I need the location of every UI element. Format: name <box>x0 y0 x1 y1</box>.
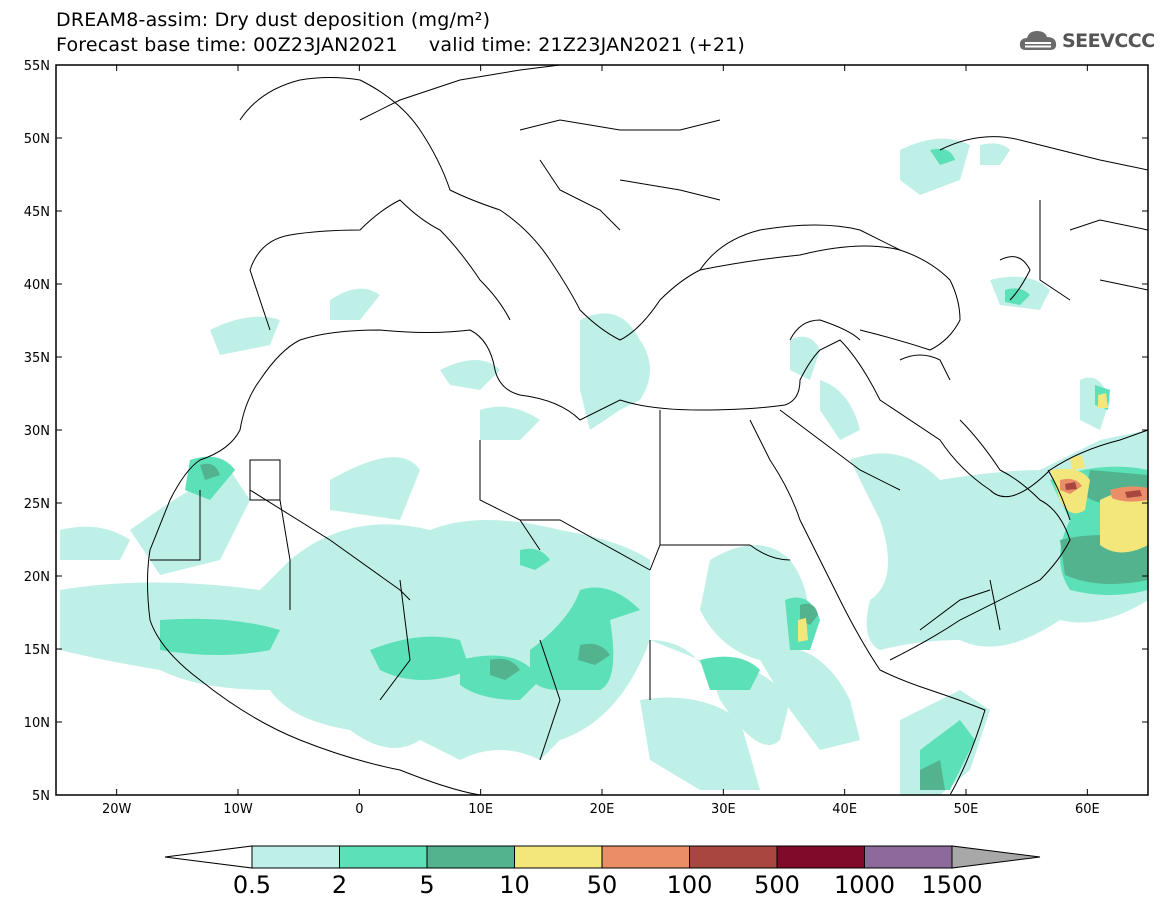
colorbar-label: 2 <box>332 871 347 899</box>
lat-label: 25N <box>24 497 50 512</box>
lat-label: 35N <box>24 351 50 366</box>
colorbar-label: 500 <box>754 871 800 899</box>
colorbar-label: 0.5 <box>233 871 271 899</box>
colorbar-label: 100 <box>667 871 713 899</box>
lon-label: 10E <box>468 802 493 817</box>
colorbar: 0.5 2 5 10 50 100 500 1000 1500 <box>164 845 1041 899</box>
coastlines-and-borders <box>147 65 1148 795</box>
lon-label: 30E <box>711 802 736 817</box>
seevccc-logo: SEEVCCC <box>1018 28 1155 54</box>
logo-text: SEEVCCC <box>1062 30 1155 52</box>
lat-label: 15N <box>24 643 50 658</box>
lat-label: 50N <box>24 132 50 147</box>
colorbar-segment <box>776 845 865 869</box>
colorbar-segment <box>339 845 428 869</box>
lat-label: 10N <box>24 716 50 731</box>
colorbar-segment <box>514 845 603 869</box>
lon-label: 20E <box>590 802 615 817</box>
cloud-icon <box>1019 31 1057 50</box>
lat-label: 55N <box>24 59 50 74</box>
lat-label: 20N <box>24 570 50 585</box>
colorbar-label: 1500 <box>921 871 982 899</box>
colorbar-segment <box>601 845 690 869</box>
title-line-1: DREAM8-assim: Dry dust deposition (mg/m²… <box>56 9 491 31</box>
colorbar-segment <box>251 845 340 869</box>
colorbar-over-arrow <box>951 845 1041 869</box>
lon-label: 60E <box>1075 802 1100 817</box>
colorbar-label: 10 <box>499 871 530 899</box>
lon-label: 20W <box>102 802 132 817</box>
lon-label: 40E <box>832 802 857 817</box>
axis-ticks <box>56 64 1148 796</box>
lat-label: 30N <box>24 424 50 439</box>
lat-label: 40N <box>24 278 50 293</box>
longitude-labels: 20W 10W 0 10E 20E 30E 40E 50E 60E <box>102 802 1100 817</box>
latitude-labels: 55N 50N 45N 40N 35N 30N 25N 20N 15N 10N 5N <box>24 59 50 804</box>
colorbar-segment <box>426 845 515 869</box>
colorbar-segment <box>689 845 778 869</box>
lat-label: 45N <box>24 205 50 220</box>
lon-label: 10W <box>223 802 253 817</box>
colorbar-label: 1000 <box>834 871 895 899</box>
colorbar-label: 50 <box>587 871 618 899</box>
colorbar-under-arrow <box>164 845 253 869</box>
lon-label: 0 <box>355 802 363 817</box>
lon-label: 50E <box>954 802 979 817</box>
colorbar-label: 5 <box>419 871 434 899</box>
dust-deposition-field <box>60 138 1148 795</box>
lat-label: 5N <box>32 789 50 804</box>
colorbar-segment <box>864 845 953 869</box>
title-line-2: Forecast base time: 00Z23JAN2021 valid t… <box>56 34 746 56</box>
